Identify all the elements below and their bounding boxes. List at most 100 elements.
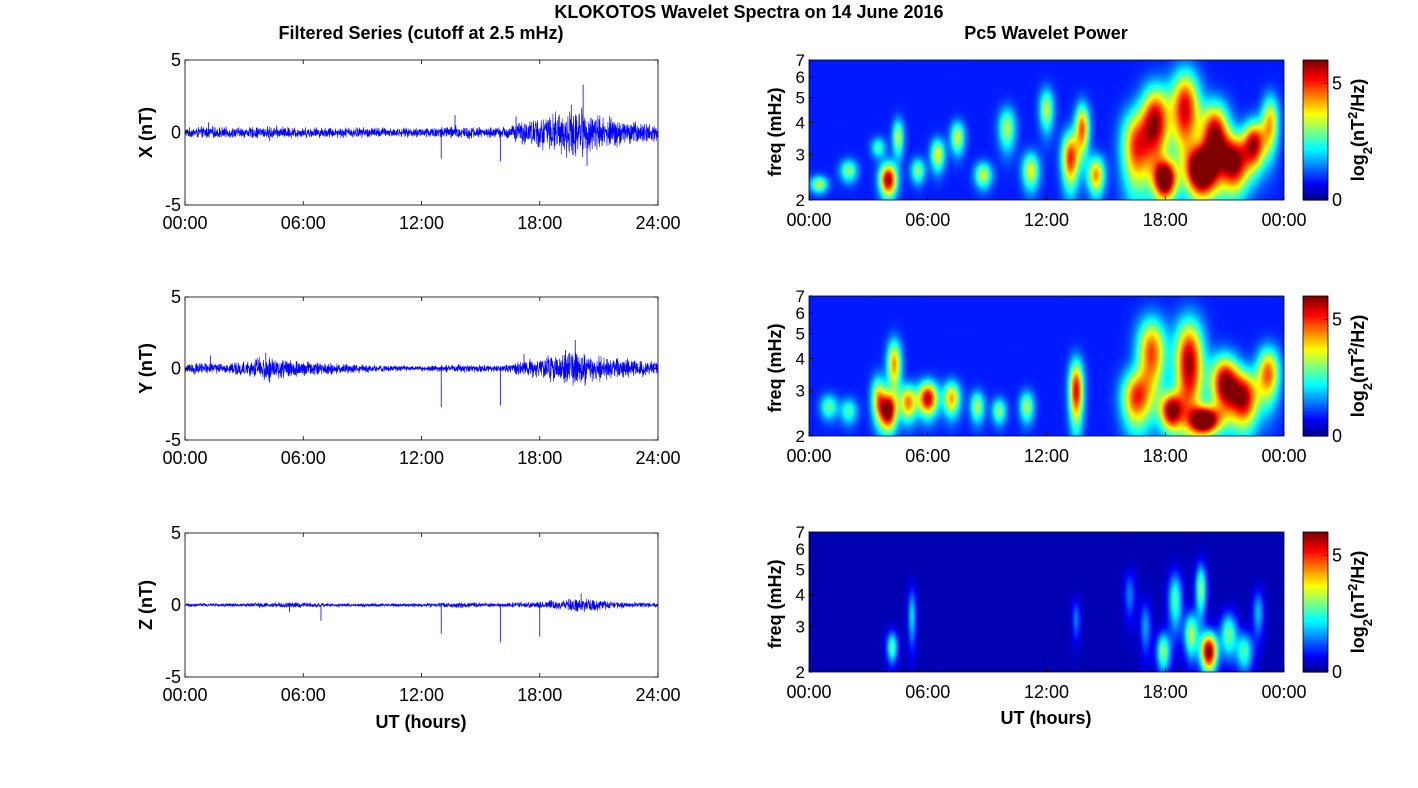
colorbar-step bbox=[1303, 396, 1328, 400]
colorbar-step bbox=[1303, 300, 1328, 304]
colorbar-step bbox=[1303, 665, 1328, 668]
y-tick-label: 4 bbox=[796, 350, 805, 369]
colorbar-step bbox=[1303, 653, 1328, 657]
colorbar-step bbox=[1303, 352, 1328, 355]
y-tick-label: 7 bbox=[796, 523, 805, 542]
colorbar-step bbox=[1303, 422, 1328, 425]
x-tick-label: 12:00 bbox=[1024, 210, 1069, 230]
colorbar-step bbox=[1303, 604, 1328, 608]
colorbar-step bbox=[1303, 335, 1328, 339]
colorbar-tick-label: 0 bbox=[1332, 190, 1342, 210]
y-tick-label: 5 bbox=[796, 561, 805, 580]
x-tick-label: 06:00 bbox=[281, 213, 326, 233]
y-axis-label: Y (nT) bbox=[136, 343, 156, 394]
colorbar-step bbox=[1303, 373, 1328, 376]
colorbar-step bbox=[1303, 370, 1328, 374]
colorbar-step bbox=[1303, 109, 1328, 112]
right-bottom-xlabel: UT (hours) bbox=[1001, 708, 1092, 728]
colorbar-step bbox=[1303, 562, 1328, 566]
colorbar-step bbox=[1303, 377, 1328, 381]
y-axis-label: freq (mHz) bbox=[765, 559, 785, 648]
y-tick-label: 6 bbox=[796, 540, 805, 559]
colorbar-step bbox=[1303, 548, 1328, 552]
wavelet-power-map bbox=[809, 296, 1284, 436]
colorbar-step bbox=[1303, 415, 1328, 418]
colorbar-step bbox=[1303, 310, 1328, 313]
colorbar-step bbox=[1303, 618, 1328, 622]
y-tick-label: 5 bbox=[171, 523, 181, 543]
colorbar-step bbox=[1303, 634, 1328, 638]
y-tick-label: -5 bbox=[165, 430, 181, 450]
y-tick-label: -5 bbox=[165, 667, 181, 687]
colorbar-step bbox=[1303, 314, 1328, 318]
colorbar-step bbox=[1303, 125, 1328, 129]
colorbar-step bbox=[1303, 183, 1328, 187]
colorbar-step bbox=[1303, 92, 1328, 96]
colorbar-step bbox=[1303, 195, 1328, 199]
colorbar-step bbox=[1303, 113, 1328, 117]
colorbar-step bbox=[1303, 307, 1328, 311]
colorbar-step bbox=[1303, 662, 1328, 666]
colorbar-step bbox=[1303, 389, 1328, 393]
colorbar-tick-label: 5 bbox=[1332, 73, 1342, 93]
colorbar-step bbox=[1303, 651, 1328, 654]
y-axis-label: freq (mHz) bbox=[765, 87, 785, 176]
x-tick-label: 12:00 bbox=[399, 213, 444, 233]
colorbar-step bbox=[1303, 139, 1328, 143]
x-tick-label: 18:00 bbox=[517, 685, 562, 705]
colorbar-step bbox=[1303, 546, 1328, 549]
colorbar-step bbox=[1303, 354, 1328, 358]
colorbar-step bbox=[1303, 433, 1328, 437]
colorbar-step bbox=[1303, 64, 1328, 68]
y-tick-label: 0 bbox=[171, 123, 181, 143]
colorbar-step bbox=[1303, 639, 1328, 643]
y-tick-label: 3 bbox=[796, 146, 805, 165]
colorbar-step bbox=[1303, 104, 1328, 108]
x-tick-label: 24:00 bbox=[635, 213, 680, 233]
colorbar-step bbox=[1303, 169, 1328, 173]
colorbar-frame bbox=[1302, 531, 1329, 673]
colorbar-step bbox=[1303, 609, 1328, 612]
colorbar-tick-label: 5 bbox=[1332, 545, 1342, 565]
colorbar-step bbox=[1303, 326, 1328, 330]
colorbar-step bbox=[1303, 646, 1328, 650]
colorbar-step bbox=[1303, 417, 1328, 421]
x-tick-label: 06:00 bbox=[905, 682, 950, 702]
colorbar-step bbox=[1303, 60, 1328, 63]
y-tick-label: 6 bbox=[796, 304, 805, 323]
y-tick-label: 5 bbox=[796, 89, 805, 108]
colorbar-step bbox=[1303, 553, 1328, 556]
colorbar-step bbox=[1303, 384, 1328, 388]
colorbar-step bbox=[1303, 130, 1328, 133]
colorbar-step bbox=[1303, 581, 1328, 584]
colorbar-step bbox=[1303, 106, 1328, 110]
colorbar-step bbox=[1303, 424, 1328, 428]
x-tick-label: 12:00 bbox=[1024, 682, 1069, 702]
colorbar-step bbox=[1303, 151, 1328, 154]
colorbar-step bbox=[1303, 564, 1328, 568]
colorbar-step bbox=[1303, 536, 1328, 540]
left-bottom-xlabel: UT (hours) bbox=[376, 712, 467, 732]
colorbar-step bbox=[1303, 331, 1328, 334]
colorbar-step bbox=[1303, 333, 1328, 337]
colorbar-step bbox=[1303, 403, 1328, 407]
series-trace-y bbox=[184, 352, 659, 386]
colorbar-step bbox=[1303, 188, 1328, 192]
colorbar-step bbox=[1303, 158, 1328, 161]
x-tick-label: 00:00 bbox=[1261, 446, 1306, 466]
x-tick-label: 18:00 bbox=[517, 213, 562, 233]
colorbar-label: log2(nT2/Hz) bbox=[1345, 551, 1375, 653]
series-panel-y: 00:00 06:00 12:00 18:00 24:00 5 0 -5 Y (nT) bbox=[136, 287, 681, 468]
y-tick-label: 0 bbox=[171, 595, 181, 615]
colorbar-step bbox=[1303, 69, 1328, 73]
colorbar-step bbox=[1303, 83, 1328, 87]
colorbar-step bbox=[1303, 539, 1328, 542]
y-axis-label: freq (mHz) bbox=[765, 323, 785, 412]
colorbar-step bbox=[1303, 81, 1328, 84]
colorbar-step bbox=[1303, 606, 1328, 610]
colorbar-step bbox=[1303, 137, 1328, 140]
x-tick-label: 00:00 bbox=[162, 448, 207, 468]
